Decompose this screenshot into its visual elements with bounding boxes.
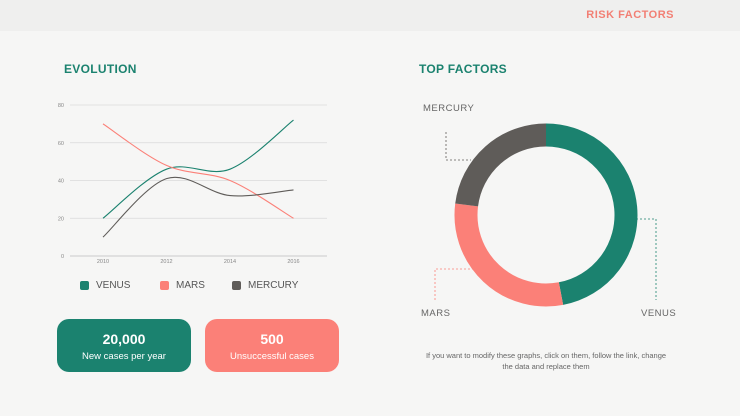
leader-mercury (445, 132, 471, 161)
page-title: RISK FACTORS (586, 9, 674, 21)
unsuccessful-cases-label: Unsuccessful cases (230, 351, 314, 362)
legend-item-venus: VENUS (80, 280, 160, 291)
legend-item-mars: MARS (160, 280, 232, 291)
y-tick-label: 40 (58, 179, 64, 185)
instruction-note: If you want to modify these graphs, clic… (425, 351, 667, 371)
legend-swatch-venus (80, 281, 89, 290)
donut-label-mercury: MERCURY (423, 103, 475, 114)
x-tick-label: 2010 (97, 259, 109, 265)
x-tick-label: 2014 (224, 259, 236, 265)
legend-swatch-mars (160, 281, 169, 290)
top-bar (0, 0, 740, 31)
leader-venus (636, 218, 657, 300)
legend-item-mercury: MERCURY (232, 280, 298, 291)
evolution-title: EVOLUTION (64, 62, 137, 76)
new-cases-card: 20,000 New cases per year (57, 319, 191, 372)
donut-slice-venus[interactable] (545, 123, 638, 305)
donut-label-venus: VENUS (641, 308, 677, 319)
unsuccessful-cases-value: 500 (260, 331, 284, 347)
new-cases-label: New cases per year (82, 351, 166, 362)
y-tick-label: 60 (58, 141, 64, 147)
series-line-venus[interactable] (102, 119, 294, 219)
y-tick-label: 20 (58, 216, 64, 222)
leader-mars (434, 268, 498, 300)
series-line-mars[interactable] (102, 123, 294, 219)
x-tick-label: 2016 (287, 259, 299, 265)
y-tick-label: 80 (58, 103, 64, 109)
donut-slice-mars[interactable] (454, 203, 564, 307)
legend-label-mercury: MERCURY (248, 280, 299, 291)
top-factors-title: TOP FACTORS (419, 62, 507, 76)
y-tick-label: 0 (61, 254, 64, 260)
unsuccessful-cases-card: 500 Unsuccessful cases (205, 319, 339, 372)
evolution-legend: VENUS MARS MERCURY (80, 280, 298, 291)
donut-slice-mercury[interactable] (455, 123, 547, 207)
legend-label-venus: VENUS (96, 280, 131, 291)
legend-label-mars: MARS (176, 280, 205, 291)
series-line-mercury[interactable] (102, 176, 294, 238)
x-tick-label: 2012 (160, 259, 172, 265)
donut-label-mars: MARS (421, 308, 451, 319)
new-cases-value: 20,000 (102, 331, 146, 347)
legend-swatch-mercury (232, 281, 241, 290)
